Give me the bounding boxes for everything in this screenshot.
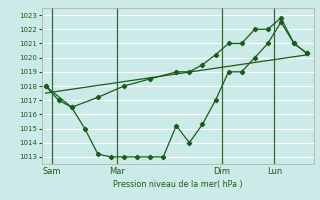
X-axis label: Pression niveau de la mer( hPa ): Pression niveau de la mer( hPa ) [113, 180, 243, 189]
